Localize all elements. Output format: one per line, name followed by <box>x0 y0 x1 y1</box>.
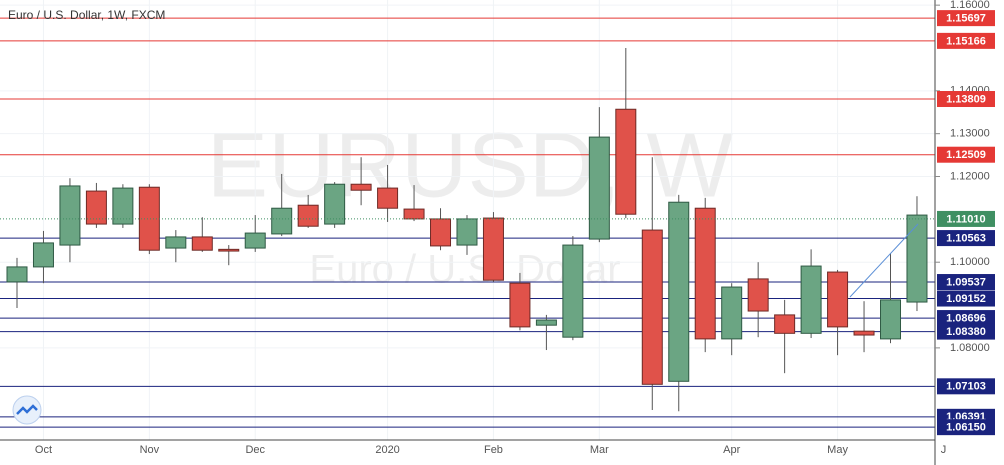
candle-body <box>456 218 478 246</box>
candle-body <box>377 187 399 209</box>
level-label-box <box>937 32 995 49</box>
last-price-label-box <box>937 210 995 227</box>
level-label-box <box>937 230 995 247</box>
y-tick-label: 1.16000 <box>950 0 990 11</box>
candle-body <box>827 271 849 328</box>
level-label: 1.09152 <box>946 293 986 305</box>
candle-body <box>800 265 822 334</box>
candle-body <box>535 319 557 326</box>
x-tick-label: 2020 <box>375 444 399 456</box>
y-tick-label: 1.08000 <box>950 342 990 354</box>
candle-body <box>350 183 372 191</box>
candle-body <box>747 278 769 312</box>
logo <box>12 395 42 425</box>
candle-body <box>588 136 610 240</box>
y-tick-label: 1.10000 <box>950 256 990 268</box>
level-label-box <box>937 310 995 327</box>
level-label-box <box>937 378 995 395</box>
candle-body <box>85 190 107 225</box>
level-label: 1.12509 <box>946 149 986 161</box>
level-label: 1.09537 <box>946 276 986 288</box>
x-tick-label: May <box>827 444 848 456</box>
candle-body <box>403 208 425 220</box>
candle-body <box>906 214 928 303</box>
level-label-box <box>937 419 995 436</box>
candle-body <box>324 183 346 225</box>
trend-line <box>849 223 919 298</box>
candle-body <box>32 242 54 268</box>
candle-body <box>165 236 187 249</box>
candle-body <box>6 266 28 283</box>
candle-body <box>244 232 266 249</box>
y-tick-label: 1.12000 <box>950 170 990 182</box>
x-tick-label: J <box>941 444 947 456</box>
x-tick-label: Dec <box>245 444 265 456</box>
level-label: 1.08380 <box>946 326 986 338</box>
candle-body <box>853 330 875 336</box>
candle-body <box>880 299 902 340</box>
level-label: 1.15697 <box>946 13 986 25</box>
level-label: 1.08696 <box>946 312 986 324</box>
candle-body <box>112 187 134 225</box>
candle-body <box>668 201 690 382</box>
last-price-label: 1.11010 <box>946 213 985 225</box>
logo-mark <box>16 404 38 415</box>
level-label-box <box>937 323 995 340</box>
x-tick-label: Feb <box>484 444 503 456</box>
candle-body <box>562 244 584 338</box>
candle-body <box>297 204 319 227</box>
candle-body <box>509 282 531 328</box>
candle-body <box>430 218 452 247</box>
level-label: 1.06150 <box>946 422 986 434</box>
x-tick-label: Apr <box>723 444 740 456</box>
level-label-box <box>937 91 995 108</box>
level-label: 1.15166 <box>946 35 986 47</box>
candle-body <box>271 207 293 235</box>
candle-body <box>641 229 663 385</box>
candle-body <box>694 207 716 340</box>
level-label-box <box>937 290 995 307</box>
candle-body <box>721 286 743 340</box>
y-tick-label: 1.13000 <box>950 128 990 140</box>
level-label: 1.13809 <box>946 93 986 105</box>
watermark: EURUSD, W <box>207 114 734 216</box>
x-tick-label: Oct <box>35 444 52 456</box>
level-label: 1.07103 <box>946 381 986 393</box>
x-tick-label: Mar <box>590 444 609 456</box>
candle-body <box>191 236 213 251</box>
level-label-box <box>937 146 995 163</box>
candle-body <box>59 185 81 246</box>
level-label: 1.10563 <box>946 232 986 244</box>
candle-body <box>774 314 796 334</box>
level-label-box <box>937 10 995 27</box>
level-label-box <box>937 274 995 291</box>
candle-body <box>218 248 240 252</box>
candle-body <box>482 217 504 281</box>
candle-body <box>615 108 637 215</box>
x-tick-label: Nov <box>140 444 160 456</box>
chart-title: Euro / U.S. Dollar, 1W, FXCM <box>8 8 165 22</box>
